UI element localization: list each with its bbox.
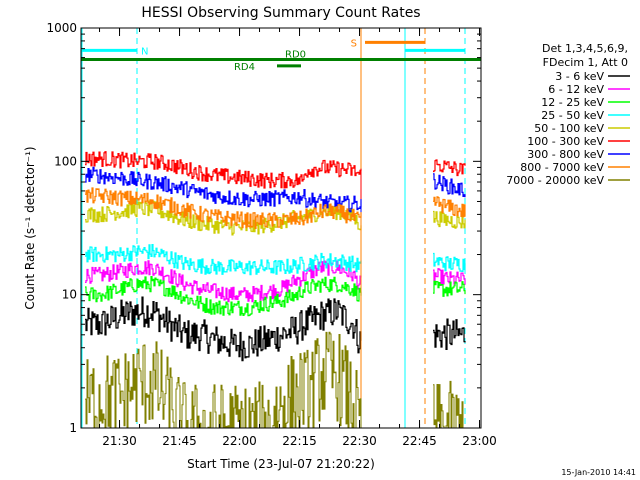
y-tick-label: 1000 [46, 21, 77, 35]
plot-frame [80, 27, 482, 429]
series-line-3-6-kev [433, 318, 466, 350]
legend-label: 3 - 6 keV [555, 70, 604, 83]
series-line-7000-20000-kev [85, 331, 362, 429]
y-tick-label: 1 [69, 421, 77, 435]
series-line-25-50-kev [433, 252, 466, 272]
legend-header-line-1: Det 1,3,4,5,6,9, [542, 42, 628, 55]
series-line-100-300-kev [85, 151, 362, 189]
x-tick-label: 21:45 [162, 434, 197, 448]
legend-label: 6 - 12 keV [548, 83, 604, 96]
x-tick-label: 23:00 [462, 434, 497, 448]
flag-label-n: N [141, 46, 148, 57]
legend-header-line-2: FDecim 1, Att 0 [543, 56, 628, 69]
series-line-6-12-kev [85, 258, 362, 303]
y-tick-label: 10 [62, 288, 77, 302]
chart-title: HESSI Observing Summary Count Rates [141, 5, 420, 21]
series-line-3-6-kev [85, 296, 362, 362]
x-axis-label: Start Time (23-Jul-07 21:20:22) [187, 457, 375, 471]
series-line-50-100-kev [85, 200, 362, 236]
legend-label: 100 - 300 keV [527, 135, 604, 148]
flag-label-rd4: RD4 [234, 62, 255, 73]
y-axis-label: Count Rate (s⁻¹ detector⁻¹) [23, 146, 37, 309]
x-tick-label: 22:00 [222, 434, 257, 448]
series-line-800-7000-kev [85, 187, 362, 229]
series-line-12-25-kev [85, 276, 362, 317]
flag-label-s: S [351, 38, 357, 49]
timestamp: 15-Jan-2010 14:41 [561, 468, 636, 477]
y-tick-label: 100 [54, 154, 77, 168]
flag-label-rd0: RD0 [285, 50, 306, 61]
legend-label: 50 - 100 keV [534, 122, 604, 135]
legend-label: 300 - 800 keV [527, 148, 604, 161]
series-line-800-7000-kev [433, 196, 466, 218]
legend-label: 7000 - 20000 keV [506, 174, 604, 187]
series-line-12-25-kev [433, 280, 466, 297]
x-tick-label: 22:15 [282, 434, 317, 448]
legend: Det 1,3,4,5,6,9, FDecim 1, Att 0 3 - 6 k… [506, 42, 630, 187]
series-line-300-800-kev [433, 173, 466, 198]
legend-label: 12 - 25 keV [541, 96, 604, 109]
series-line-25-50-kev [85, 244, 362, 276]
series-line-100-300-kev [433, 159, 466, 177]
legend-label: 800 - 7000 keV [520, 161, 604, 174]
series-line-6-12-kev [433, 268, 466, 286]
legend-label: 25 - 50 keV [541, 109, 604, 122]
x-tick-label: 22:45 [402, 434, 437, 448]
x-tick-label: 22:30 [342, 434, 377, 448]
series-line-50-100-kev [433, 210, 466, 229]
x-tick-label: 21:30 [102, 434, 137, 448]
